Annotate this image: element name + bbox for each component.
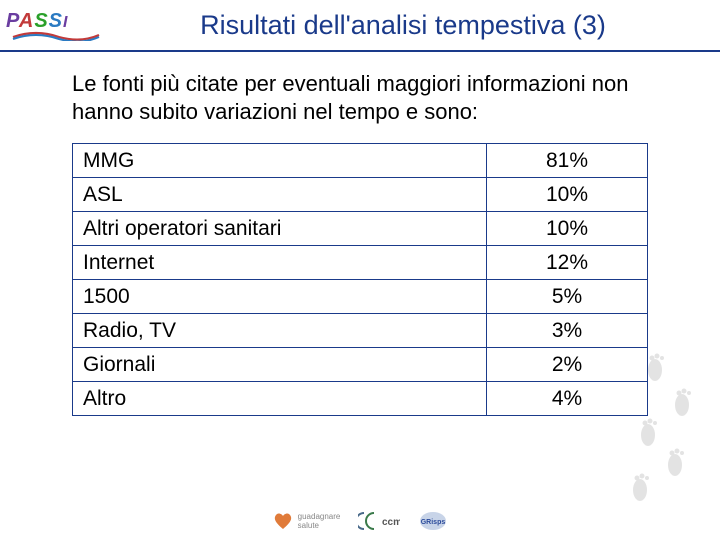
table-row: Radio, TV3%: [73, 314, 648, 348]
footer-logos: guadagnaresalute ccm GRisps: [0, 510, 720, 532]
footer-logo-grisps: GRisps: [418, 510, 448, 532]
table-cell-label: Internet: [73, 246, 487, 280]
table-cell-label: ASL: [73, 178, 487, 212]
passi-logo-swoosh: [6, 31, 106, 41]
table-cell-label: MMG: [73, 144, 487, 178]
footer-logo-guadagnare-salute: guadagnaresalute: [272, 510, 341, 532]
data-table-container: MMG81%ASL10%Altri operatori sanitari10%I…: [72, 143, 648, 416]
passi-logo: PASSI: [6, 3, 106, 47]
table-cell-label: Altro: [73, 382, 487, 416]
table-row: 15005%: [73, 280, 648, 314]
svg-text:ccm: ccm: [382, 517, 400, 528]
table-cell-label: Altri operatori sanitari: [73, 212, 487, 246]
table-cell-value: 12%: [487, 246, 648, 280]
passi-logo-text: PASSI: [6, 10, 106, 33]
intro-text: Le fonti più citate per eventuali maggio…: [72, 70, 660, 125]
footprints-decoration: [620, 310, 710, 510]
table-cell-label: Radio, TV: [73, 314, 487, 348]
table-row: ASL10%: [73, 178, 648, 212]
table-cell-value: 81%: [487, 144, 648, 178]
table-cell-label: 1500: [73, 280, 487, 314]
footer-logo-ccm: ccm: [358, 511, 400, 531]
sources-table: MMG81%ASL10%Altri operatori sanitari10%I…: [72, 143, 648, 416]
slide-header: PASSI Risultati dell'analisi tempestiva …: [0, 0, 720, 52]
table-cell-label: Giornali: [73, 348, 487, 382]
table-cell-value: 10%: [487, 212, 648, 246]
table-cell-value: 5%: [487, 280, 648, 314]
slide-title: Risultati dell'analisi tempestiva (3): [106, 10, 720, 41]
table-row: MMG81%: [73, 144, 648, 178]
table-row: Internet12%: [73, 246, 648, 280]
table-row: Altri operatori sanitari10%: [73, 212, 648, 246]
table-row: Altro4%: [73, 382, 648, 416]
table-cell-value: 10%: [487, 178, 648, 212]
table-row: Giornali2%: [73, 348, 648, 382]
svg-text:GRisps: GRisps: [421, 519, 446, 526]
